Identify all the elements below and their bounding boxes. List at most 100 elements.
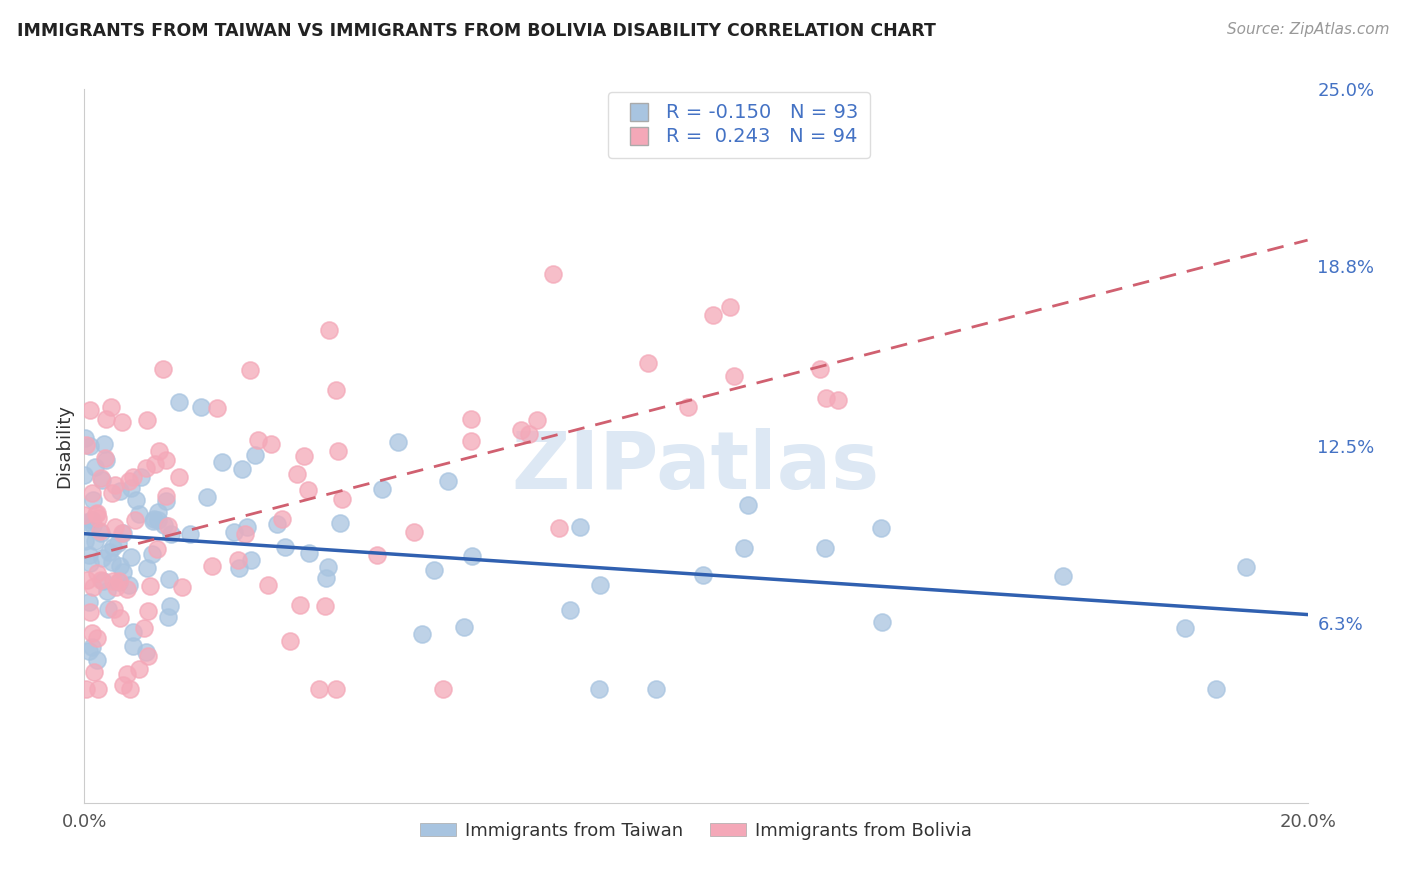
Point: [136, 648, 159, 663]
Point: [547, 520, 569, 534]
Point: [103, 602, 125, 616]
Point: [423, 563, 446, 577]
Point: [77, 644, 100, 658]
Y-axis label: Disability: Disability: [55, 404, 73, 488]
Point: [298, 546, 321, 560]
Point: [135, 461, 157, 475]
Point: [122, 470, 145, 484]
Point: [80, 485, 103, 500]
Point: [541, 267, 564, 281]
Point: [461, 549, 484, 563]
Point: [371, 482, 394, 496]
Point: [316, 560, 339, 574]
Point: [292, 449, 315, 463]
Point: [112, 677, 135, 691]
Point: [111, 525, 134, 540]
Point: [588, 681, 610, 696]
Point: [84, 533, 107, 548]
Point: [115, 667, 138, 681]
Point: [89, 524, 111, 538]
Point: [90, 473, 112, 487]
Point: [308, 681, 330, 696]
Point: [266, 517, 288, 532]
Point: [315, 571, 337, 585]
Point: [402, 524, 425, 539]
Point: [77, 549, 100, 563]
Point: [94, 412, 117, 426]
Point: [107, 536, 129, 550]
Point: [411, 627, 433, 641]
Point: [73, 508, 96, 523]
Point: [80, 625, 103, 640]
Point: [101, 486, 124, 500]
Point: [329, 516, 352, 531]
Point: [326, 444, 349, 458]
Point: [104, 520, 127, 534]
Point: [274, 540, 297, 554]
Point: [79, 439, 101, 453]
Point: [280, 634, 302, 648]
Point: [136, 604, 159, 618]
Point: [104, 478, 127, 492]
Point: [179, 526, 201, 541]
Point: [115, 582, 138, 596]
Text: Source: ZipAtlas.com: Source: ZipAtlas.com: [1226, 22, 1389, 37]
Point: [460, 434, 482, 449]
Point: [124, 513, 146, 527]
Point: [87, 681, 110, 696]
Point: [228, 553, 250, 567]
Point: [112, 566, 135, 580]
Point: [86, 653, 108, 667]
Point: [224, 524, 246, 539]
Point: [152, 362, 174, 376]
Point: [97, 601, 120, 615]
Point: [75, 431, 97, 445]
Point: [128, 507, 150, 521]
Point: [169, 470, 191, 484]
Point: [815, 391, 838, 405]
Point: [96, 584, 118, 599]
Point: [231, 462, 253, 476]
Point: [73, 533, 96, 548]
Point: [94, 452, 117, 467]
Point: [90, 471, 112, 485]
Point: [235, 526, 257, 541]
Point: [814, 541, 837, 555]
Point: [118, 578, 141, 592]
Point: [436, 474, 458, 488]
Point: [205, 401, 228, 415]
Point: [86, 631, 108, 645]
Point: [239, 363, 262, 377]
Point: [235, 520, 257, 534]
Legend: Immigrants from Taiwan, Immigrants from Bolivia: Immigrants from Taiwan, Immigrants from …: [412, 815, 980, 847]
Point: [285, 467, 308, 482]
Point: [240, 553, 263, 567]
Point: [79, 556, 101, 570]
Point: [135, 645, 157, 659]
Point: [260, 436, 283, 450]
Point: [84, 460, 107, 475]
Point: [870, 615, 893, 630]
Point: [201, 559, 224, 574]
Point: [1205, 681, 1227, 696]
Point: [195, 490, 218, 504]
Point: [243, 448, 266, 462]
Point: [101, 555, 124, 569]
Point: [136, 561, 159, 575]
Point: [190, 400, 212, 414]
Point: [100, 400, 122, 414]
Text: ZIPatlas: ZIPatlas: [512, 428, 880, 507]
Point: [637, 356, 659, 370]
Point: [155, 494, 177, 508]
Point: [676, 400, 699, 414]
Point: [288, 598, 311, 612]
Point: [93, 437, 115, 451]
Point: [75, 681, 97, 696]
Point: [146, 513, 169, 527]
Point: [76, 515, 98, 529]
Point: [330, 492, 353, 507]
Point: [588, 578, 610, 592]
Point: [153, 518, 176, 533]
Point: [111, 525, 134, 540]
Point: [120, 681, 142, 696]
